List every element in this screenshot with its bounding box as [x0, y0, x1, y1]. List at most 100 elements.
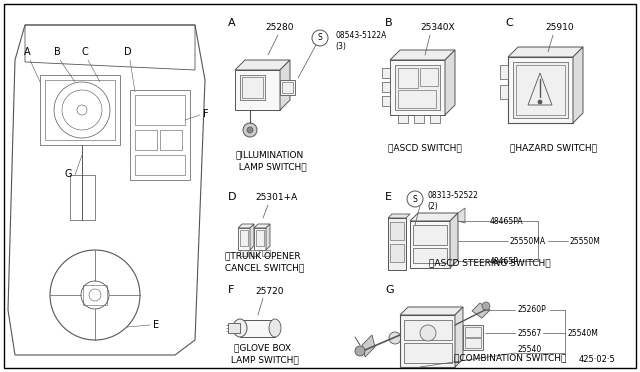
Polygon shape [445, 50, 455, 115]
Text: 25567: 25567 [517, 328, 541, 337]
Text: G: G [385, 285, 394, 295]
Bar [382, 68, 390, 78]
Ellipse shape [233, 319, 247, 337]
Bar [228, 323, 240, 333]
Text: 25550M: 25550M [570, 237, 601, 246]
Text: 〈COMBINATION SWITCH〉: 〈COMBINATION SWITCH〉 [454, 353, 566, 362]
Text: 〈ASCD SWITCH〉: 〈ASCD SWITCH〉 [388, 144, 462, 153]
Bar [420, 68, 438, 86]
Text: 25550MA: 25550MA [510, 237, 546, 246]
Polygon shape [400, 315, 455, 367]
Bar [500, 85, 508, 99]
Text: 425·02·5: 425·02·5 [579, 356, 615, 365]
Circle shape [389, 332, 401, 344]
Text: S: S [317, 33, 323, 42]
Polygon shape [508, 47, 583, 57]
Text: 〈TRUNK OPENER: 〈TRUNK OPENER [225, 251, 301, 260]
Polygon shape [573, 47, 583, 123]
Polygon shape [250, 224, 254, 250]
Bar [382, 96, 390, 106]
Bar [413, 248, 447, 263]
Bar [240, 250, 248, 256]
Bar [465, 327, 481, 337]
Text: 25301+A: 25301+A [255, 193, 297, 202]
Polygon shape [388, 218, 406, 270]
Text: 25540: 25540 [517, 344, 541, 353]
Text: 08543-5122A: 08543-5122A [335, 31, 387, 39]
Bar [404, 343, 452, 363]
Bar [256, 230, 264, 246]
Circle shape [538, 100, 542, 104]
Polygon shape [235, 70, 280, 110]
Text: 48465PA: 48465PA [490, 217, 524, 225]
Polygon shape [410, 213, 458, 221]
Bar [516, 65, 565, 115]
Bar [83, 285, 107, 305]
Text: S: S [413, 195, 417, 203]
Bar [513, 62, 568, 118]
Polygon shape [238, 228, 250, 250]
Text: CANCEL SWITCH〉: CANCEL SWITCH〉 [222, 263, 304, 273]
Polygon shape [455, 307, 463, 367]
Bar [135, 130, 157, 150]
Ellipse shape [269, 319, 281, 337]
Bar [160, 130, 182, 150]
Text: LAMP SWITCH〉: LAMP SWITCH〉 [233, 163, 307, 171]
Polygon shape [266, 224, 270, 250]
Bar [242, 77, 263, 98]
Polygon shape [254, 224, 270, 228]
Polygon shape [280, 60, 290, 110]
Bar [240, 230, 248, 246]
Polygon shape [238, 224, 254, 228]
Circle shape [243, 123, 257, 137]
Circle shape [482, 302, 490, 310]
Text: LAMP SWITCH〉: LAMP SWITCH〉 [228, 356, 298, 365]
Bar [390, 244, 404, 262]
Text: 25340X: 25340X [420, 23, 454, 32]
Text: B: B [54, 47, 60, 57]
Bar [390, 222, 404, 240]
Polygon shape [254, 228, 266, 250]
Bar [465, 338, 481, 348]
Text: A: A [24, 47, 30, 57]
Polygon shape [235, 60, 290, 70]
Text: C: C [82, 47, 88, 57]
Bar [382, 82, 390, 92]
Bar [398, 90, 436, 108]
Text: (2): (2) [427, 202, 438, 212]
Text: G: G [65, 169, 72, 179]
Bar [282, 82, 293, 93]
Circle shape [420, 325, 436, 341]
Text: 25910: 25910 [545, 23, 573, 32]
Text: 48465P: 48465P [490, 257, 519, 266]
Text: D: D [228, 192, 237, 202]
Bar [262, 250, 270, 256]
Polygon shape [450, 213, 458, 268]
Text: F: F [203, 109, 209, 119]
Bar [395, 65, 440, 110]
Text: 〈GLOVE BOX: 〈GLOVE BOX [234, 343, 291, 353]
Polygon shape [362, 335, 375, 357]
Bar [500, 65, 508, 79]
Text: 〈HAZARD SWITCH〉: 〈HAZARD SWITCH〉 [509, 144, 596, 153]
Text: C: C [505, 18, 513, 28]
Text: 25280: 25280 [265, 23, 294, 32]
Text: 08313-52522: 08313-52522 [427, 192, 478, 201]
Bar [398, 115, 408, 123]
Bar [280, 80, 295, 95]
Text: F: F [228, 285, 234, 295]
Polygon shape [240, 320, 275, 337]
Bar [398, 68, 418, 88]
Bar [463, 325, 483, 350]
Text: (3): (3) [335, 42, 346, 51]
Bar [135, 95, 185, 125]
Bar [240, 75, 265, 100]
Polygon shape [472, 303, 490, 318]
Text: 〈ASCD STEERING SWITCH〉: 〈ASCD STEERING SWITCH〉 [429, 259, 551, 267]
Polygon shape [390, 50, 455, 60]
Text: 〈ILLUMINATION: 〈ILLUMINATION [236, 151, 304, 160]
Polygon shape [458, 208, 465, 223]
Polygon shape [410, 221, 450, 268]
Polygon shape [508, 57, 573, 123]
Bar [135, 155, 185, 175]
